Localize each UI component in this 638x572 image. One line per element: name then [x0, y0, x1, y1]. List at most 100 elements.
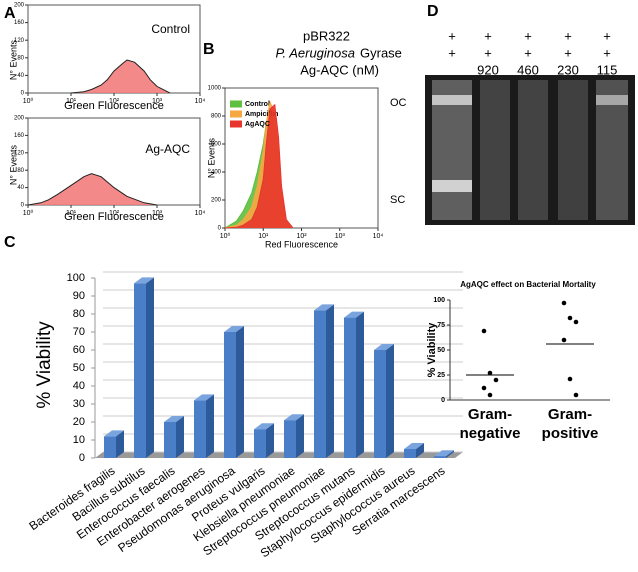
x-tick-label: 10² [109, 98, 120, 105]
data-point [481, 385, 487, 391]
legend-label: Control [245, 101, 270, 108]
data-point [493, 377, 499, 383]
bar-top [284, 414, 304, 421]
area-fill [28, 173, 157, 205]
floor [95, 452, 463, 458]
row-label: pBR322 [303, 28, 350, 43]
bar [314, 310, 326, 458]
x-tick-label: 10⁴ [373, 233, 384, 240]
x-axis-label: Green Fluorescence [64, 211, 164, 223]
lane-label: + [484, 45, 492, 60]
bar [404, 449, 416, 458]
y-tick-label: 600 [211, 142, 222, 148]
y-tick-label: 0 [21, 91, 25, 97]
x-tick-label: 10¹ [66, 210, 77, 217]
bar-top [314, 304, 334, 311]
x-tick-label: 10³ [335, 233, 346, 240]
y-tick-label: 1000 [208, 86, 222, 92]
data-point [561, 300, 567, 306]
y-tick-label: 75 [437, 322, 445, 329]
bar-side [446, 450, 454, 458]
bar-top [374, 344, 394, 350]
x-tick-label: 10⁰ [220, 232, 231, 240]
data-point [567, 315, 573, 321]
bar [284, 420, 296, 458]
panel-label: D [427, 3, 439, 20]
x-tick-label: negative [460, 425, 521, 442]
x-tick-label: 10³ [152, 98, 163, 105]
bar-top [194, 394, 214, 401]
y-axis-label: % Viability [34, 321, 55, 409]
histogram-line [70, 59, 171, 94]
lane-label: 115 [597, 62, 618, 77]
legend-swatch [230, 120, 242, 128]
bar-top [434, 450, 454, 457]
y-tick-label: 90 [73, 290, 85, 302]
y-axis-label: % Viability [426, 322, 438, 378]
band-label: SC [390, 194, 405, 206]
lane-label: 460 [517, 62, 539, 77]
bar-side [386, 344, 394, 458]
lane-label: + [603, 28, 611, 43]
bar-top [134, 277, 154, 284]
y-tick-label: 0 [21, 203, 25, 209]
bar [224, 332, 236, 458]
y-tick-label: 200 [14, 116, 25, 122]
legend-swatch [230, 110, 242, 118]
data-point [487, 392, 493, 398]
x-tick-label: 10³ [152, 210, 163, 217]
chart-title: Ag-AQC [145, 142, 190, 156]
y-tick-label: 0 [79, 452, 85, 464]
y-tick-label: 40 [17, 185, 24, 191]
y-tick-label: 120 [14, 38, 25, 44]
bar-top [104, 430, 124, 437]
x-axis-label: Green Fluorescence [64, 100, 164, 112]
x-tick-label: 10⁴ [195, 210, 206, 217]
band-label: OC [390, 97, 407, 109]
y-tick-label: 80 [17, 55, 24, 61]
y-tick-label: 60 [73, 344, 85, 356]
bar-side [356, 311, 364, 458]
y-axis-label: N° Events [8, 144, 18, 185]
bar [164, 422, 176, 458]
x-tick-label: Gram- [548, 406, 592, 423]
y-tick-label: 160 [14, 20, 25, 26]
bar-side [416, 443, 424, 458]
area-fill [225, 104, 294, 228]
bar-top [164, 416, 184, 422]
y-tick-label: 25 [437, 372, 445, 379]
x-tick-label: 10¹ [258, 233, 269, 240]
data-point [567, 376, 573, 382]
bar-side [176, 416, 184, 458]
bar-side [326, 304, 334, 458]
y-tick-label: 40 [73, 380, 85, 392]
bar-side [296, 414, 304, 458]
lane-label: + [603, 45, 611, 60]
bar-top [344, 311, 364, 318]
y-tick-label: 120 [14, 150, 25, 156]
y-tick-label: 0 [441, 397, 445, 404]
legend-label: Ampicillin [245, 111, 278, 118]
x-tick-label: positive [542, 425, 599, 442]
legend-label: AgAQC [245, 121, 270, 128]
y-tick-label: 200 [211, 198, 222, 204]
row-label: P. Aeruginosa [275, 45, 355, 60]
row-label: Ag-AQC (nM) [300, 62, 379, 77]
area-fill [71, 60, 170, 93]
legend-swatch [230, 100, 242, 108]
y-axis-label: N° Events [8, 39, 18, 80]
y-tick-label: 30 [73, 398, 85, 410]
x-tick-label: 10¹ [66, 98, 77, 105]
bar [254, 429, 266, 458]
bar [434, 456, 446, 458]
y-tick-label: 50 [437, 347, 445, 354]
y-tick-label: 800 [211, 114, 222, 120]
y-tick-label: 70 [73, 326, 85, 338]
x-axis-label: Red Fluorescence [265, 239, 338, 249]
data-point [573, 392, 579, 398]
x-tick-label: 10² [296, 233, 307, 240]
x-tick-label: 10⁴ [195, 98, 206, 105]
y-tick-label: 40 [17, 73, 24, 79]
bar [104, 436, 116, 458]
